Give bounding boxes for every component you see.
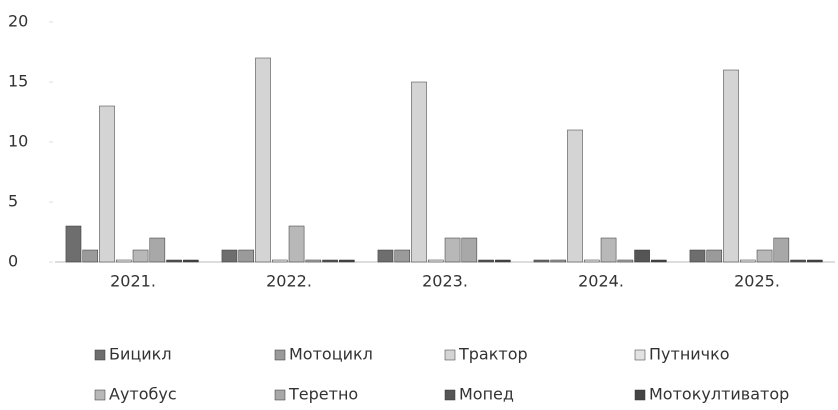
- x-tick-label: 2023.: [422, 272, 468, 291]
- bar: [221, 249, 238, 263]
- bar: [99, 105, 115, 263]
- legend-swatch: [274, 349, 286, 361]
- bar: [723, 69, 739, 263]
- bar: [377, 249, 394, 263]
- bar: [166, 259, 182, 263]
- bar: [238, 249, 255, 263]
- bar: [339, 259, 355, 263]
- y-tick-label: 15: [8, 72, 28, 91]
- legend-swatch: [94, 349, 106, 361]
- bar: [739, 259, 756, 263]
- bar: [255, 57, 271, 263]
- bar: [271, 259, 288, 263]
- bar: [583, 259, 600, 263]
- legend-label: Аутобус: [109, 385, 177, 404]
- bar: [689, 249, 706, 263]
- bar: [322, 259, 338, 263]
- bar: [567, 129, 583, 263]
- bar: [115, 259, 132, 263]
- bar: [149, 237, 166, 263]
- bar: [600, 237, 617, 263]
- legend-label: Мотоцикл: [289, 345, 373, 364]
- y-tick-label: 20: [8, 12, 28, 31]
- bar: [807, 259, 823, 263]
- bar: [634, 249, 650, 263]
- legend-label: Теретно: [288, 385, 358, 404]
- bar: [305, 259, 322, 263]
- bar: [82, 249, 99, 263]
- bar: [651, 259, 667, 263]
- legend-swatch: [94, 389, 106, 401]
- legend-swatch: [634, 389, 646, 401]
- bar: [478, 259, 494, 263]
- bar: [427, 259, 444, 263]
- legend-label: Бицикл: [109, 345, 172, 364]
- bar: [65, 225, 82, 263]
- bar: [461, 237, 478, 263]
- bar: [790, 259, 806, 263]
- legend-label: Мотокултиватор: [649, 385, 789, 404]
- legend-label: Мопед: [459, 385, 514, 404]
- y-tick-label: 0: [8, 252, 18, 271]
- bar: [533, 259, 550, 263]
- bar: [132, 249, 149, 263]
- bar: [411, 81, 427, 263]
- x-tick-label: 2025.: [734, 272, 780, 291]
- legend-swatch: [444, 389, 456, 401]
- legend-label: Путничко: [649, 345, 730, 364]
- bar: [773, 237, 790, 263]
- bar: [617, 259, 634, 263]
- x-tick-label: 2022.: [266, 272, 312, 291]
- legend-swatch: [634, 349, 646, 361]
- bar: [706, 249, 723, 263]
- legend-label: Трактор: [458, 345, 528, 364]
- bar: [756, 249, 773, 263]
- x-tick-label: 2021.: [110, 272, 156, 291]
- bar: [288, 225, 305, 263]
- y-tick-label: 10: [8, 132, 28, 151]
- bar: [394, 249, 411, 263]
- x-tick-label: 2024.: [578, 272, 624, 291]
- legend-swatch: [274, 389, 286, 401]
- y-tick-label: 5: [8, 192, 18, 211]
- bar: [550, 259, 567, 263]
- legend-swatch: [444, 349, 456, 361]
- bar: [444, 237, 461, 263]
- bar: [183, 259, 199, 263]
- bar: [495, 259, 511, 263]
